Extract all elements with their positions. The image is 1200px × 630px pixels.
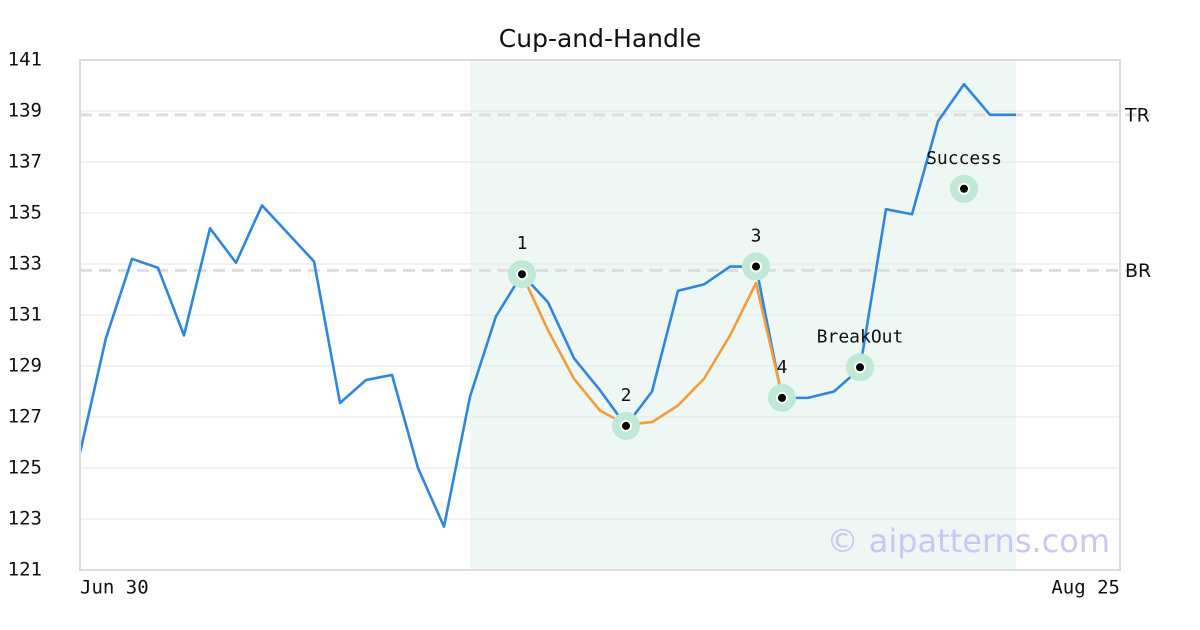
y-tick-label: 135 — [8, 202, 42, 224]
watermark: © aipatterns.com — [827, 522, 1110, 560]
point-label: 3 — [751, 226, 762, 247]
y-tick-label: 123 — [8, 508, 42, 530]
pattern-point — [958, 182, 970, 195]
y-tick-label: 137 — [8, 151, 42, 173]
y-tick-label: 125 — [8, 457, 42, 479]
point-label: 4 — [777, 357, 788, 378]
y-tick-label: 127 — [8, 406, 42, 428]
point-label: 1 — [517, 233, 528, 254]
point-label: BreakOut — [817, 326, 904, 347]
x-tick-label: Jun 30 — [80, 577, 149, 599]
plot-frame — [79, 59, 1121, 571]
y-tick-label: 129 — [8, 355, 42, 377]
y-tick-label: 133 — [8, 253, 42, 275]
y-tick-label: 139 — [8, 100, 42, 122]
series-line — [520, 273, 784, 426]
pattern-point — [776, 391, 788, 404]
level-label: BR — [1125, 260, 1151, 282]
y-tick-label: 121 — [8, 559, 42, 581]
point-label: 2 — [621, 385, 632, 406]
pattern-point — [854, 361, 866, 374]
pattern-point — [516, 268, 528, 281]
level-label: TR — [1124, 104, 1150, 126]
chart-title: Cup-and-Handle — [499, 24, 701, 53]
y-tick-label: 131 — [8, 304, 42, 326]
x-tick-label: Aug 25 — [1051, 577, 1120, 599]
y-tick-label: 141 — [8, 49, 42, 71]
point-label: Success — [926, 148, 1002, 169]
pattern-point — [750, 260, 762, 273]
pattern-point — [620, 419, 632, 432]
